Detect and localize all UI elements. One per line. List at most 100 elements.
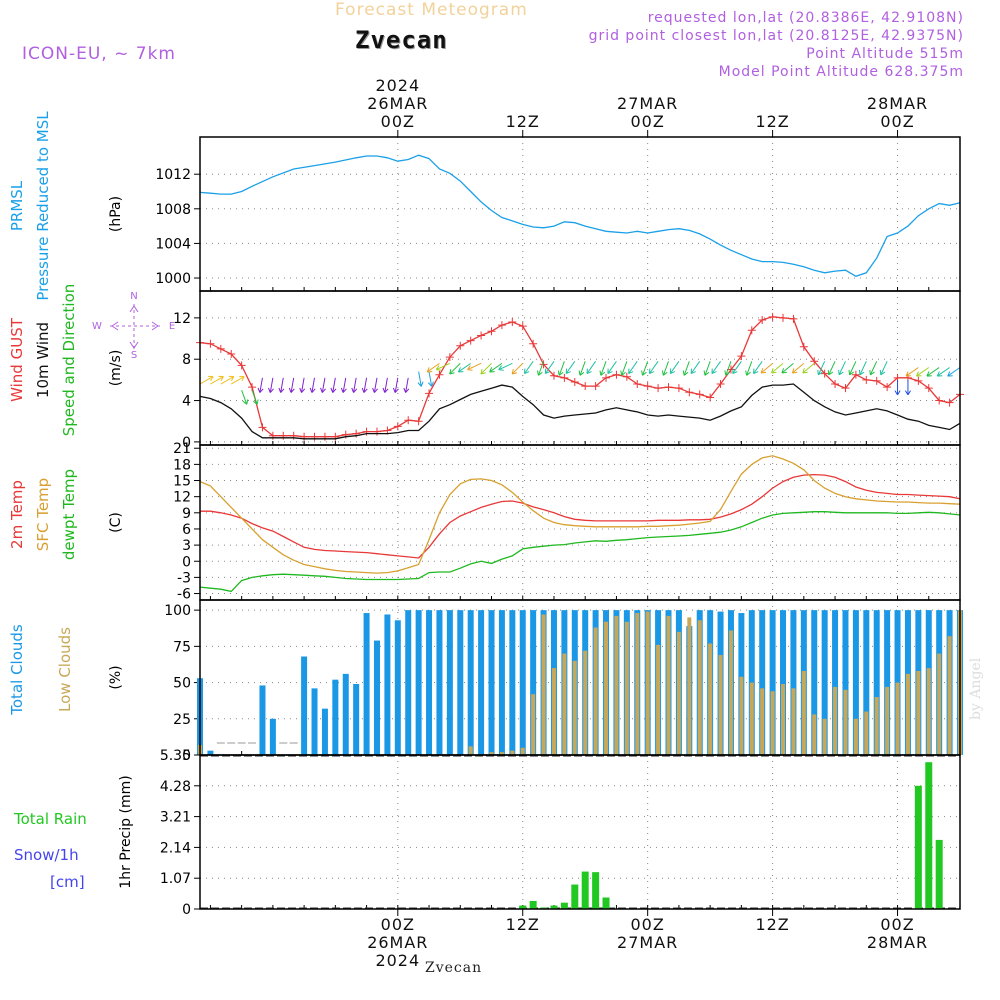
wind-arrow <box>280 377 284 393</box>
low-cloud-bar <box>468 746 473 755</box>
wind-arrow <box>363 377 368 393</box>
compass-north: N <box>130 291 137 302</box>
wind-arrow <box>771 362 784 374</box>
gust-marker <box>706 393 715 402</box>
low-cloud-bar <box>781 684 786 755</box>
wind-arrow <box>704 361 711 376</box>
gust-marker <box>248 383 257 392</box>
total-cloud-bar <box>790 610 797 755</box>
gust-marker <box>716 380 725 389</box>
low-cloud-bar <box>895 682 900 755</box>
total-cloud-bar <box>519 610 526 755</box>
wind-arrow <box>269 377 274 393</box>
low-cloud-bar <box>926 668 931 755</box>
wind-arrow-head <box>268 387 274 393</box>
low-cloud-bar <box>562 653 567 755</box>
wind-arrow <box>600 361 607 376</box>
y-tick-label: 1012 <box>155 167 191 183</box>
panel-clouds: 0 25 50 75 100 (%) Total Clouds Low Clouds <box>8 599 963 764</box>
low-cloud-bar <box>843 689 848 755</box>
wind-arrow <box>467 362 482 371</box>
wind-arrow-head <box>669 368 676 375</box>
legend-snow: Snow/1h <box>14 846 79 864</box>
wind-arrow-head <box>817 369 823 376</box>
total-cloud-bar <box>832 610 839 755</box>
wind-arrow-head <box>218 375 224 382</box>
y-tick-label: 3.21 <box>160 810 191 826</box>
total-cloud-bar <box>873 610 880 755</box>
wind-arrow <box>669 360 680 374</box>
compass-east: E <box>169 321 175 332</box>
wind-arrow <box>628 360 638 374</box>
series-10m-wind <box>199 383 961 440</box>
wind-arrow <box>251 390 258 405</box>
wind-arrow <box>511 362 524 375</box>
gust-marker <box>612 370 621 379</box>
wind-arrow-head <box>745 370 751 376</box>
low-cloud-bar <box>739 676 744 755</box>
ylabel-line: Pressure Reduced to MSL <box>34 111 52 301</box>
gust-marker <box>300 432 309 441</box>
wind-arrow-head <box>498 365 504 371</box>
y-tick-label: -6 <box>177 587 191 603</box>
wind-arrow-head <box>791 368 798 374</box>
low-cloud-bar <box>791 688 796 755</box>
wind-arrow <box>916 367 930 377</box>
gust-marker <box>914 376 923 385</box>
wind-arrow <box>230 376 245 385</box>
gust-marker <box>258 423 267 432</box>
wind-arrow <box>524 360 534 374</box>
gust-marker <box>643 382 652 391</box>
wind-arrow-head <box>435 365 442 371</box>
y-tick-label: 21 <box>173 441 191 457</box>
gust-marker <box>935 396 944 405</box>
wind-arrow <box>565 360 576 374</box>
y-tick-label: 0 <box>182 748 191 764</box>
wind-arrow-head <box>838 369 844 376</box>
gust-marker <box>945 398 954 407</box>
wind-arrow-head <box>252 399 259 405</box>
wind-arrow <box>342 377 347 393</box>
panel-frame <box>199 290 961 446</box>
total-cloud-bar <box>436 610 443 755</box>
wind-arrow-head <box>661 370 668 376</box>
low-cloud-bar <box>676 631 681 755</box>
gust-marker <box>695 390 704 399</box>
gust-marker <box>747 326 756 335</box>
gust-marker <box>799 342 808 351</box>
gust-marker <box>674 384 683 393</box>
gust-marker <box>456 341 465 350</box>
gust-marker <box>820 369 829 378</box>
wind-arrow-head <box>426 367 433 373</box>
wind-arrow-head <box>392 387 399 393</box>
top-tick-label: 12Z <box>755 112 789 131</box>
gust-marker <box>445 353 454 362</box>
wind-arrow-head <box>703 370 710 376</box>
low-cloud-bar <box>489 752 494 755</box>
wind-arrow-head <box>620 370 626 376</box>
wind-arrow-head <box>288 387 295 393</box>
low-cloud-bar <box>749 682 754 755</box>
wind-arrow-head <box>858 369 865 376</box>
wind-arrow-head <box>207 375 214 382</box>
wind-arrow-head <box>239 375 245 382</box>
wind-arrow <box>558 361 565 376</box>
top-tick-label: 12Z <box>506 112 540 131</box>
rain-bar <box>602 897 610 909</box>
total-cloud-bar <box>207 750 214 755</box>
low-cloud-bar <box>916 670 921 755</box>
total-cloud-bar <box>457 610 464 755</box>
bottom-tick-label: 12Z <box>506 915 540 934</box>
compass-west: W <box>92 321 102 332</box>
wind-arrow <box>746 361 753 376</box>
ylabel-line: 10m Wind <box>34 322 52 398</box>
ylabel-line: PRMSL <box>8 180 26 231</box>
gust-marker <box>633 380 642 389</box>
gust-marker <box>862 375 871 384</box>
rain-bar <box>519 905 527 909</box>
total-cloud-bar <box>321 708 328 755</box>
